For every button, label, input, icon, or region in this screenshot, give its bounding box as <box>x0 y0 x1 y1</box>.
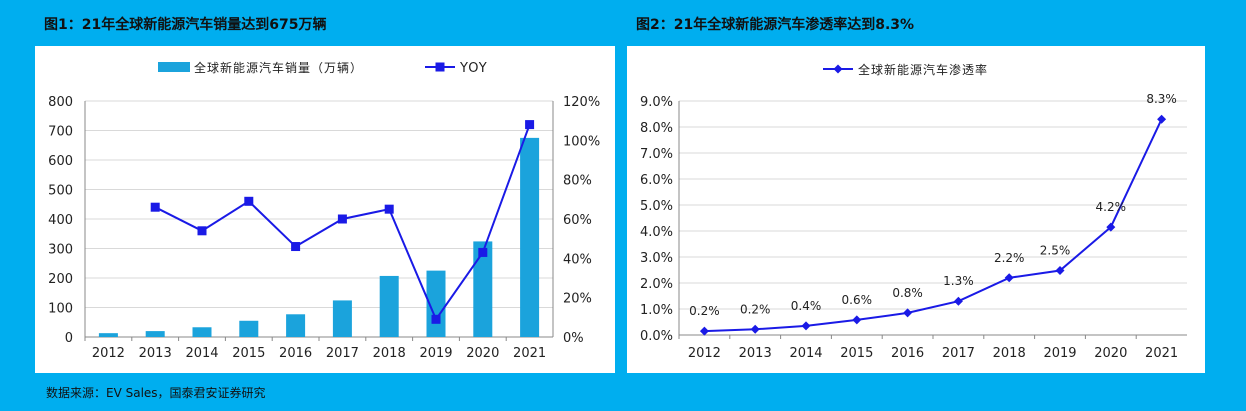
penetration-line <box>704 118 1163 333</box>
x-tick-label: 2018 <box>373 346 406 361</box>
bar <box>98 333 118 337</box>
yoy-point <box>244 196 254 206</box>
x-tick-label: 2016 <box>891 346 924 361</box>
y2-tick-label: 40% <box>563 252 592 267</box>
y2-tick-label: 80% <box>563 174 592 189</box>
y2-tick-label: 0% <box>563 331 584 346</box>
yoy-point <box>291 242 301 252</box>
y-tick-label: 6.0% <box>640 173 673 188</box>
bar <box>332 300 352 337</box>
x-tick-label: 2020 <box>466 346 499 361</box>
y-tick-label: 9.0% <box>640 95 673 110</box>
bar <box>192 327 212 337</box>
legend-label: 全球新能源汽车渗透率 <box>858 62 988 77</box>
figure1-title: 图1：21年全球新能源汽车销量达到675万辆 <box>44 17 327 33</box>
penetration-point <box>903 308 913 318</box>
x-tick-label: 2019 <box>1043 346 1076 361</box>
x-tick-label: 2014 <box>789 346 822 361</box>
y-tick-label: 2.0% <box>640 277 673 292</box>
yoy-point <box>384 204 394 214</box>
data-source: 数据来源：EV Sales，国泰君安证券研究 <box>46 386 266 400</box>
x-tick-label: 2018 <box>993 346 1026 361</box>
yoy-point <box>431 314 441 324</box>
y2-tick-label: 20% <box>563 292 592 307</box>
y-tick-label: 3.0% <box>640 251 673 266</box>
y-tick-label: 800 <box>48 95 73 110</box>
penetration-point <box>852 315 862 325</box>
y-tick-label: 0 <box>65 331 73 346</box>
x-tick-label: 2017 <box>326 346 359 361</box>
legend-bar-swatch <box>158 62 190 72</box>
bar <box>286 314 306 337</box>
penetration-point <box>750 324 760 334</box>
data-label: 0.4% <box>791 299 822 313</box>
bar <box>379 275 399 337</box>
bar <box>426 270 446 337</box>
y-tick-label: 0.0% <box>640 329 673 344</box>
yoy-point <box>337 214 347 224</box>
x-tick-label: 2014 <box>185 346 218 361</box>
penetration-point <box>699 326 709 336</box>
data-label: 8.3% <box>1146 92 1177 106</box>
x-tick-label: 2017 <box>942 346 975 361</box>
yoy-point <box>150 202 160 212</box>
legend-line-label: YOY <box>459 61 488 76</box>
y-tick-label: 5.0% <box>640 199 673 214</box>
x-tick-label: 2015 <box>840 346 873 361</box>
y-tick-label: 100 <box>48 302 73 317</box>
x-tick-label: 2019 <box>419 346 452 361</box>
yoy-point <box>478 247 488 257</box>
legend-line-marker <box>435 62 445 72</box>
data-label: 0.2% <box>740 302 771 316</box>
penetration-point <box>1004 273 1014 283</box>
x-tick-label: 2013 <box>739 346 772 361</box>
legend-line-marker <box>833 64 843 74</box>
bar <box>145 331 165 337</box>
figure2-title: 图2：21年全球新能源汽车渗透率达到8.3% <box>636 17 915 33</box>
penetration-point <box>1055 266 1065 276</box>
penetration-point <box>801 321 811 331</box>
y-tick-label: 4.0% <box>640 225 673 240</box>
x-tick-label: 2012 <box>688 346 721 361</box>
sales-chart: 0 100 200 300 400 500 600 700 800 0% 20% 40% 60% 80% 1… <box>48 60 600 361</box>
data-label: 2.5% <box>1040 244 1071 258</box>
penetration-point <box>1157 114 1167 124</box>
x-tick-label: 2012 <box>92 346 125 361</box>
data-label: 0.2% <box>689 304 720 318</box>
x-tick-label: 2020 <box>1094 346 1127 361</box>
legend-bar-label: 全球新能源汽车销量（万辆） <box>194 60 363 75</box>
y-tick-label: 500 <box>48 184 73 199</box>
y-tick-label: 300 <box>48 243 73 258</box>
x-tick-label: 2016 <box>279 346 312 361</box>
data-label: 2.2% <box>994 251 1024 265</box>
y2-tick-label: 120% <box>563 95 600 110</box>
data-label: 0.6% <box>842 293 873 307</box>
y2-tick-label: 60% <box>563 213 592 228</box>
data-label: 0.8% <box>892 286 923 300</box>
y-tick-label: 1.0% <box>640 303 673 318</box>
bar <box>239 320 259 337</box>
y-tick-label: 700 <box>48 125 73 140</box>
y-tick-label: 7.0% <box>640 147 673 162</box>
y-tick-label: 600 <box>48 154 73 169</box>
penetration-chart: 0.0% 1.0% 2.0% 3.0% 4.0% 5.0% 6.0% 7.0% 8.0% 9.0%… <box>640 62 1187 361</box>
yoy-point <box>525 120 535 130</box>
x-tick-label: 2015 <box>232 346 265 361</box>
x-tick-label: 2013 <box>139 346 172 361</box>
bar <box>520 137 540 337</box>
data-label: 4.2% <box>1096 200 1127 214</box>
y-tick-label: 400 <box>48 213 73 228</box>
y-tick-label: 200 <box>48 272 73 287</box>
data-label: 1.3% <box>943 274 974 288</box>
penetration-point <box>953 296 963 306</box>
bar <box>473 241 493 337</box>
yoy-point <box>197 226 207 236</box>
penetration-point <box>1106 222 1116 232</box>
x-tick-label: 2021 <box>513 346 546 361</box>
x-tick-label: 2021 <box>1145 346 1178 361</box>
penetration-chart-panel: 0.0% 1.0% 2.0% 3.0% 4.0% 5.0% 6.0% 7.0% 8.0% 9.0%… <box>627 46 1205 373</box>
y2-tick-label: 100% <box>563 134 600 149</box>
y-tick-label: 8.0% <box>640 121 673 136</box>
sales-chart-panel: 0 100 200 300 400 500 600 700 800 0% 20% 40% 60% 80% 1… <box>35 46 615 373</box>
